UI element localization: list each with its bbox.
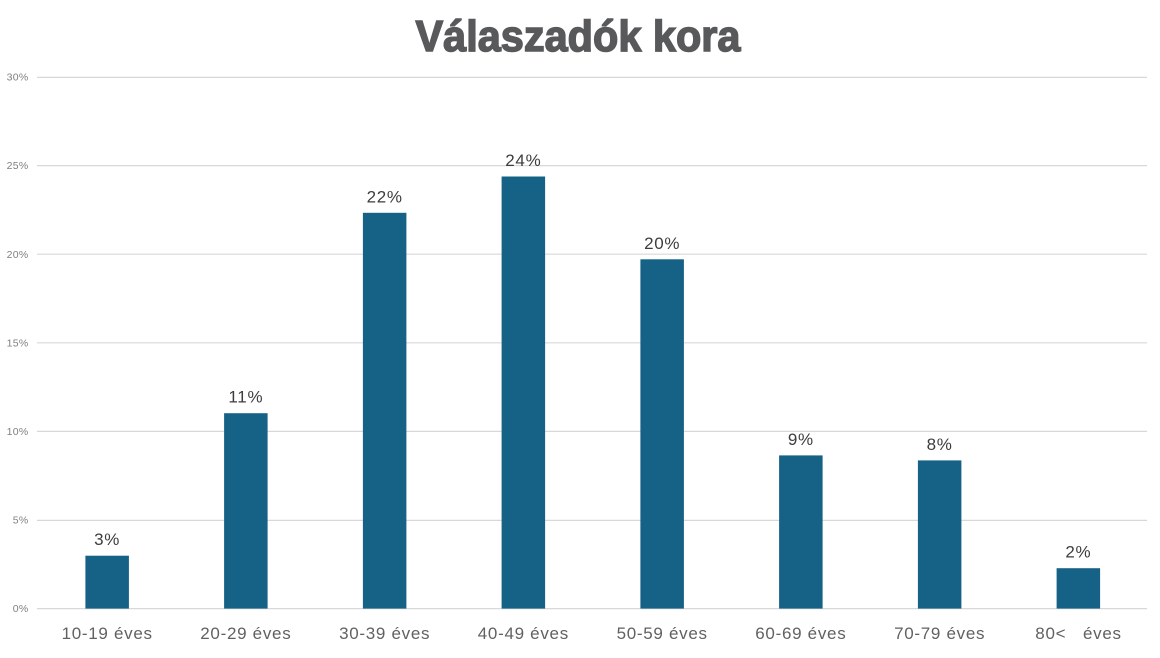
svg-text:9%: 9% xyxy=(788,430,814,449)
svg-text:éves: éves xyxy=(1083,624,1122,643)
svg-text:60-69 éves: 60-69 éves xyxy=(755,624,846,643)
svg-text:80<: 80< xyxy=(1035,624,1066,643)
svg-text:20%: 20% xyxy=(7,249,29,261)
svg-text:40-49 éves: 40-49 éves xyxy=(478,624,569,643)
svg-text:10%: 10% xyxy=(7,426,29,438)
svg-text:10-19 éves: 10-19 éves xyxy=(62,624,153,643)
svg-text:5%: 5% xyxy=(13,515,29,527)
svg-text:Válaszadók kora: Válaszadók kora xyxy=(416,12,741,61)
svg-text:11%: 11% xyxy=(228,388,263,407)
svg-text:2%: 2% xyxy=(1065,543,1091,562)
svg-text:8%: 8% xyxy=(927,435,953,454)
svg-text:24%: 24% xyxy=(505,151,541,170)
svg-text:22%: 22% xyxy=(367,187,403,206)
svg-text:25%: 25% xyxy=(7,160,29,172)
svg-text:50-59 éves: 50-59 éves xyxy=(617,624,708,643)
svg-text:20-29 éves: 20-29 éves xyxy=(200,624,291,643)
svg-text:15%: 15% xyxy=(7,337,29,349)
svg-text:70-79 éves: 70-79 éves xyxy=(894,624,985,643)
svg-text:20%: 20% xyxy=(644,234,680,253)
svg-text:30-39 éves: 30-39 éves xyxy=(339,624,430,643)
svg-text:30%: 30% xyxy=(7,72,29,84)
svg-text:0%: 0% xyxy=(13,603,29,615)
svg-text:3%: 3% xyxy=(94,530,120,549)
